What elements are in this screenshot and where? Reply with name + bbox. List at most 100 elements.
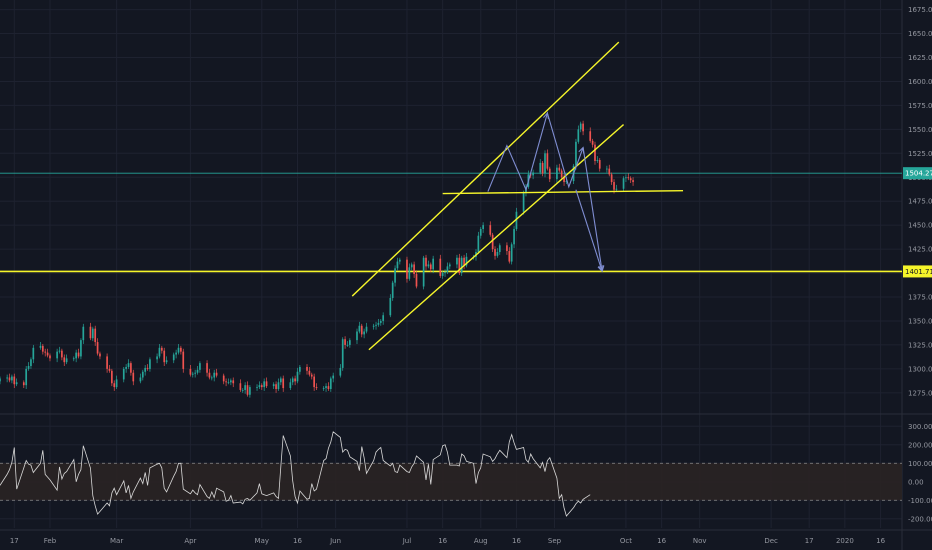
candle — [394, 265, 396, 287]
candle-body — [49, 355, 51, 359]
candle — [13, 373, 16, 389]
candle — [306, 364, 308, 375]
price-tick-label: 1625.00 — [908, 54, 932, 62]
candle-body — [427, 264, 430, 267]
candle — [160, 345, 163, 354]
candle-body — [191, 373, 194, 375]
candle — [158, 343, 161, 359]
candle-body — [375, 324, 377, 326]
candle — [246, 381, 249, 397]
candle — [215, 368, 218, 378]
candle-body — [560, 170, 563, 178]
candle — [363, 328, 365, 339]
candle-body — [529, 174, 532, 176]
candle — [532, 169, 534, 180]
candle-body — [546, 153, 549, 169]
candle — [263, 378, 266, 391]
candle-body — [258, 385, 261, 388]
candle — [289, 378, 292, 390]
candle — [377, 319, 380, 327]
candle-body — [41, 345, 44, 352]
candle — [589, 127, 592, 143]
candle — [25, 366, 28, 390]
candle-body — [44, 351, 47, 353]
candle — [199, 361, 201, 373]
candle — [189, 365, 192, 377]
candle — [627, 173, 630, 181]
oscillator-tick-label: -200.00 — [908, 515, 932, 523]
candle-body — [91, 328, 94, 339]
price-tick-label: 1450.00 — [908, 222, 932, 230]
candle-body — [448, 264, 451, 267]
candle — [594, 141, 596, 165]
candle-body — [77, 352, 80, 357]
trendlines[interactable] — [351, 41, 684, 351]
candle-body — [125, 366, 127, 369]
candle — [622, 176, 625, 192]
neckline-trendline[interactable] — [442, 189, 684, 195]
candle-body — [363, 331, 365, 335]
time-axis[interactable]: 17 Feb Mar Apr May 16 Jun Jul 16 Aug 16 Sep Oct 16 Nov… — [10, 537, 886, 545]
candle-body — [429, 264, 432, 270]
candle-body — [596, 160, 599, 161]
candle-body — [510, 244, 513, 262]
candle-body — [315, 387, 318, 389]
candle-body — [15, 382, 18, 385]
candle — [82, 323, 85, 344]
candle — [427, 260, 430, 269]
candle-body — [108, 368, 111, 371]
channel-upper-trendline[interactable] — [351, 41, 620, 297]
candle-body — [477, 235, 480, 252]
candle — [410, 262, 413, 271]
candle — [539, 159, 542, 175]
candle — [127, 359, 130, 369]
candle-body — [132, 372, 135, 382]
price-axis[interactable]: 1275.001300.001325.001350.001375.001400.… — [903, 6, 932, 523]
candle — [439, 254, 442, 278]
candle-body — [30, 359, 32, 367]
candle — [213, 369, 216, 382]
candle-body — [25, 368, 28, 386]
candle — [391, 280, 394, 301]
candle — [575, 138, 577, 170]
candle — [508, 247, 511, 264]
channel-lower-trendline[interactable] — [368, 124, 625, 351]
candle-body — [308, 370, 311, 375]
candle — [448, 262, 451, 270]
candle-body — [406, 259, 408, 279]
candle-body — [608, 168, 611, 175]
candle-body — [291, 378, 294, 383]
oscillator-tick-label: 300.00 — [908, 423, 932, 431]
candle-body — [177, 347, 180, 353]
price-tick-label: 1350.00 — [908, 317, 932, 325]
candle — [577, 125, 580, 144]
candle — [458, 253, 461, 275]
candle — [227, 378, 230, 385]
price-tick-label: 1300.00 — [908, 365, 932, 373]
level-price-badge — [903, 265, 932, 278]
candle-body — [398, 259, 401, 262]
candle-body — [439, 258, 442, 276]
candle-body — [130, 363, 132, 373]
candle — [544, 150, 546, 178]
candle — [206, 360, 208, 377]
time-tick-label: Sep — [548, 537, 562, 545]
candle-body — [139, 377, 142, 382]
oscillator-band-fill — [0, 463, 902, 501]
candle-body — [113, 383, 116, 388]
candle — [108, 365, 111, 373]
candle — [99, 351, 101, 360]
candle-body — [558, 167, 561, 171]
candle-body — [94, 328, 97, 343]
candle-body — [196, 369, 199, 373]
candle-body — [156, 356, 158, 360]
candle — [541, 160, 544, 177]
candle — [77, 348, 80, 359]
candle-body — [622, 178, 625, 189]
candle-body — [282, 378, 285, 389]
candle-body — [127, 363, 130, 367]
time-tick-label: Feb — [44, 537, 57, 545]
time-tick-label: 16 — [293, 537, 302, 545]
